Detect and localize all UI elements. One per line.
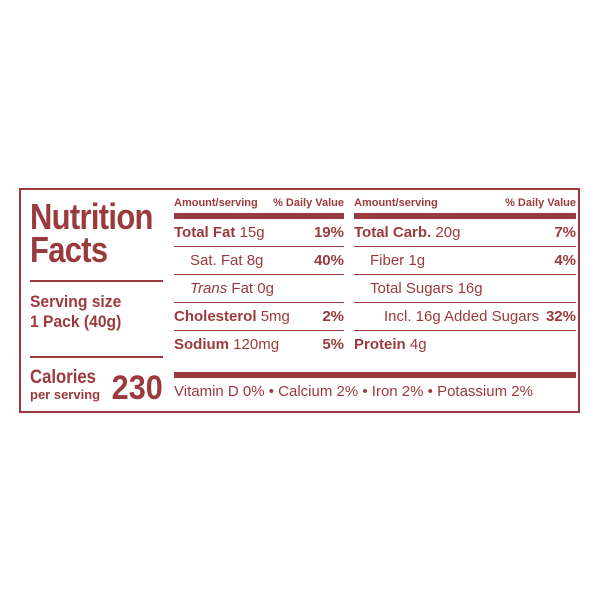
calories-label: Calories xyxy=(30,367,96,388)
divider xyxy=(30,356,163,358)
nutrient-label: Fiber xyxy=(370,252,405,269)
nutrient-row-total-carb: Total Carb. 20g 7% xyxy=(354,219,576,247)
nutrient-amount: 20g xyxy=(435,224,461,241)
calories-block: Calories per serving 230 xyxy=(30,367,163,407)
nutrient-amount: 0g xyxy=(257,280,274,297)
nutrient-amount: 4g xyxy=(409,336,427,353)
nutrient-amount: 120mg xyxy=(233,336,280,353)
nutrition-facts-label: Nutrition Facts Serving size 1 Pack (40g… xyxy=(19,188,580,413)
nutrient-column-1: Amount/serving % Daily Value Total Fat 1… xyxy=(174,196,344,358)
serving-size-value: 1 Pack (40g) xyxy=(30,312,122,331)
nutrient-amount: 15g xyxy=(239,224,265,241)
nutrient-row-fiber: Fiber 1g 4% xyxy=(354,247,576,275)
nutrient-dv: 5% xyxy=(322,336,344,353)
nutrient-row-added-sugars: Incl. 16g Added Sugars 32% xyxy=(354,303,576,331)
nutrient-amount: 5mg xyxy=(260,308,290,325)
nutrient-amount: 16g xyxy=(457,280,483,297)
nutrient-row-protein: Protein 4g xyxy=(354,331,576,358)
nutrient-row-sodium: Sodium 120mg 5% xyxy=(174,331,344,358)
thick-rule-bottom xyxy=(174,372,576,378)
nutrient-dv: 4% xyxy=(554,252,576,269)
nutrient-row-trans-fat: Trans Fat 0g xyxy=(174,275,344,303)
nutrient-row-total-sugars: Total Sugars 16g xyxy=(354,275,576,303)
nutrient-label: Cholesterol xyxy=(174,308,257,325)
vitamins-minerals: Vitamin D 0% • Calcium 2% • Iron 2% • Po… xyxy=(174,383,533,400)
nutrient-row-sat-fat: Sat. Fat 8g 40% xyxy=(174,247,344,275)
calories-value: 230 xyxy=(111,369,163,407)
nutrient-amount: 8g xyxy=(246,252,264,269)
nutrient-label: Incl. 16g Added Sugars xyxy=(384,308,540,325)
label-left-panel: Nutrition Facts Serving size 1 Pack (40g… xyxy=(30,196,163,407)
column-header: Amount/serving % Daily Value xyxy=(354,196,576,211)
nutrient-dv: 2% xyxy=(322,308,344,325)
nutrient-label: Sodium xyxy=(174,336,229,353)
nutrient-label: Total Sugars xyxy=(370,280,454,297)
nutrient-dv: 40% xyxy=(313,252,344,269)
serving-size-label: Serving size xyxy=(30,292,122,311)
nutrient-label: Sat. Fat xyxy=(190,252,243,269)
divider xyxy=(30,280,163,282)
header-dv: % Daily Value xyxy=(273,197,344,209)
nutrient-label: Total Carb. xyxy=(354,224,432,241)
nutrient-label-2: Fat xyxy=(231,280,254,297)
nutrient-label: Trans xyxy=(190,280,228,297)
column-header: Amount/serving % Daily Value xyxy=(174,196,344,211)
nutrient-column-2: Amount/serving % Daily Value Total Carb.… xyxy=(354,196,576,358)
nutrient-dv: 7% xyxy=(554,224,576,241)
calories-sub: per serving xyxy=(30,387,101,402)
nutrient-row-total-fat: Total Fat 15g 19% xyxy=(174,219,344,247)
header-amount: Amount/serving xyxy=(174,197,258,209)
nutrient-label: Protein xyxy=(354,336,406,353)
title-line-1: Nutrition xyxy=(30,196,153,237)
header-amount: Amount/serving xyxy=(354,197,438,209)
title-line-2: Facts xyxy=(30,229,108,270)
nutrient-row-cholesterol: Cholesterol 5mg 2% xyxy=(174,303,344,331)
nutrient-label: Total Fat xyxy=(174,224,236,241)
serving-size: Serving size 1 Pack (40g) xyxy=(30,292,121,332)
thick-rule xyxy=(354,213,576,219)
header-dv: % Daily Value xyxy=(505,197,576,209)
thick-rule xyxy=(174,213,344,219)
nutrient-dv: 19% xyxy=(313,224,344,241)
nutrient-dv: 32% xyxy=(545,308,576,325)
nutrient-amount: 1g xyxy=(408,252,426,269)
